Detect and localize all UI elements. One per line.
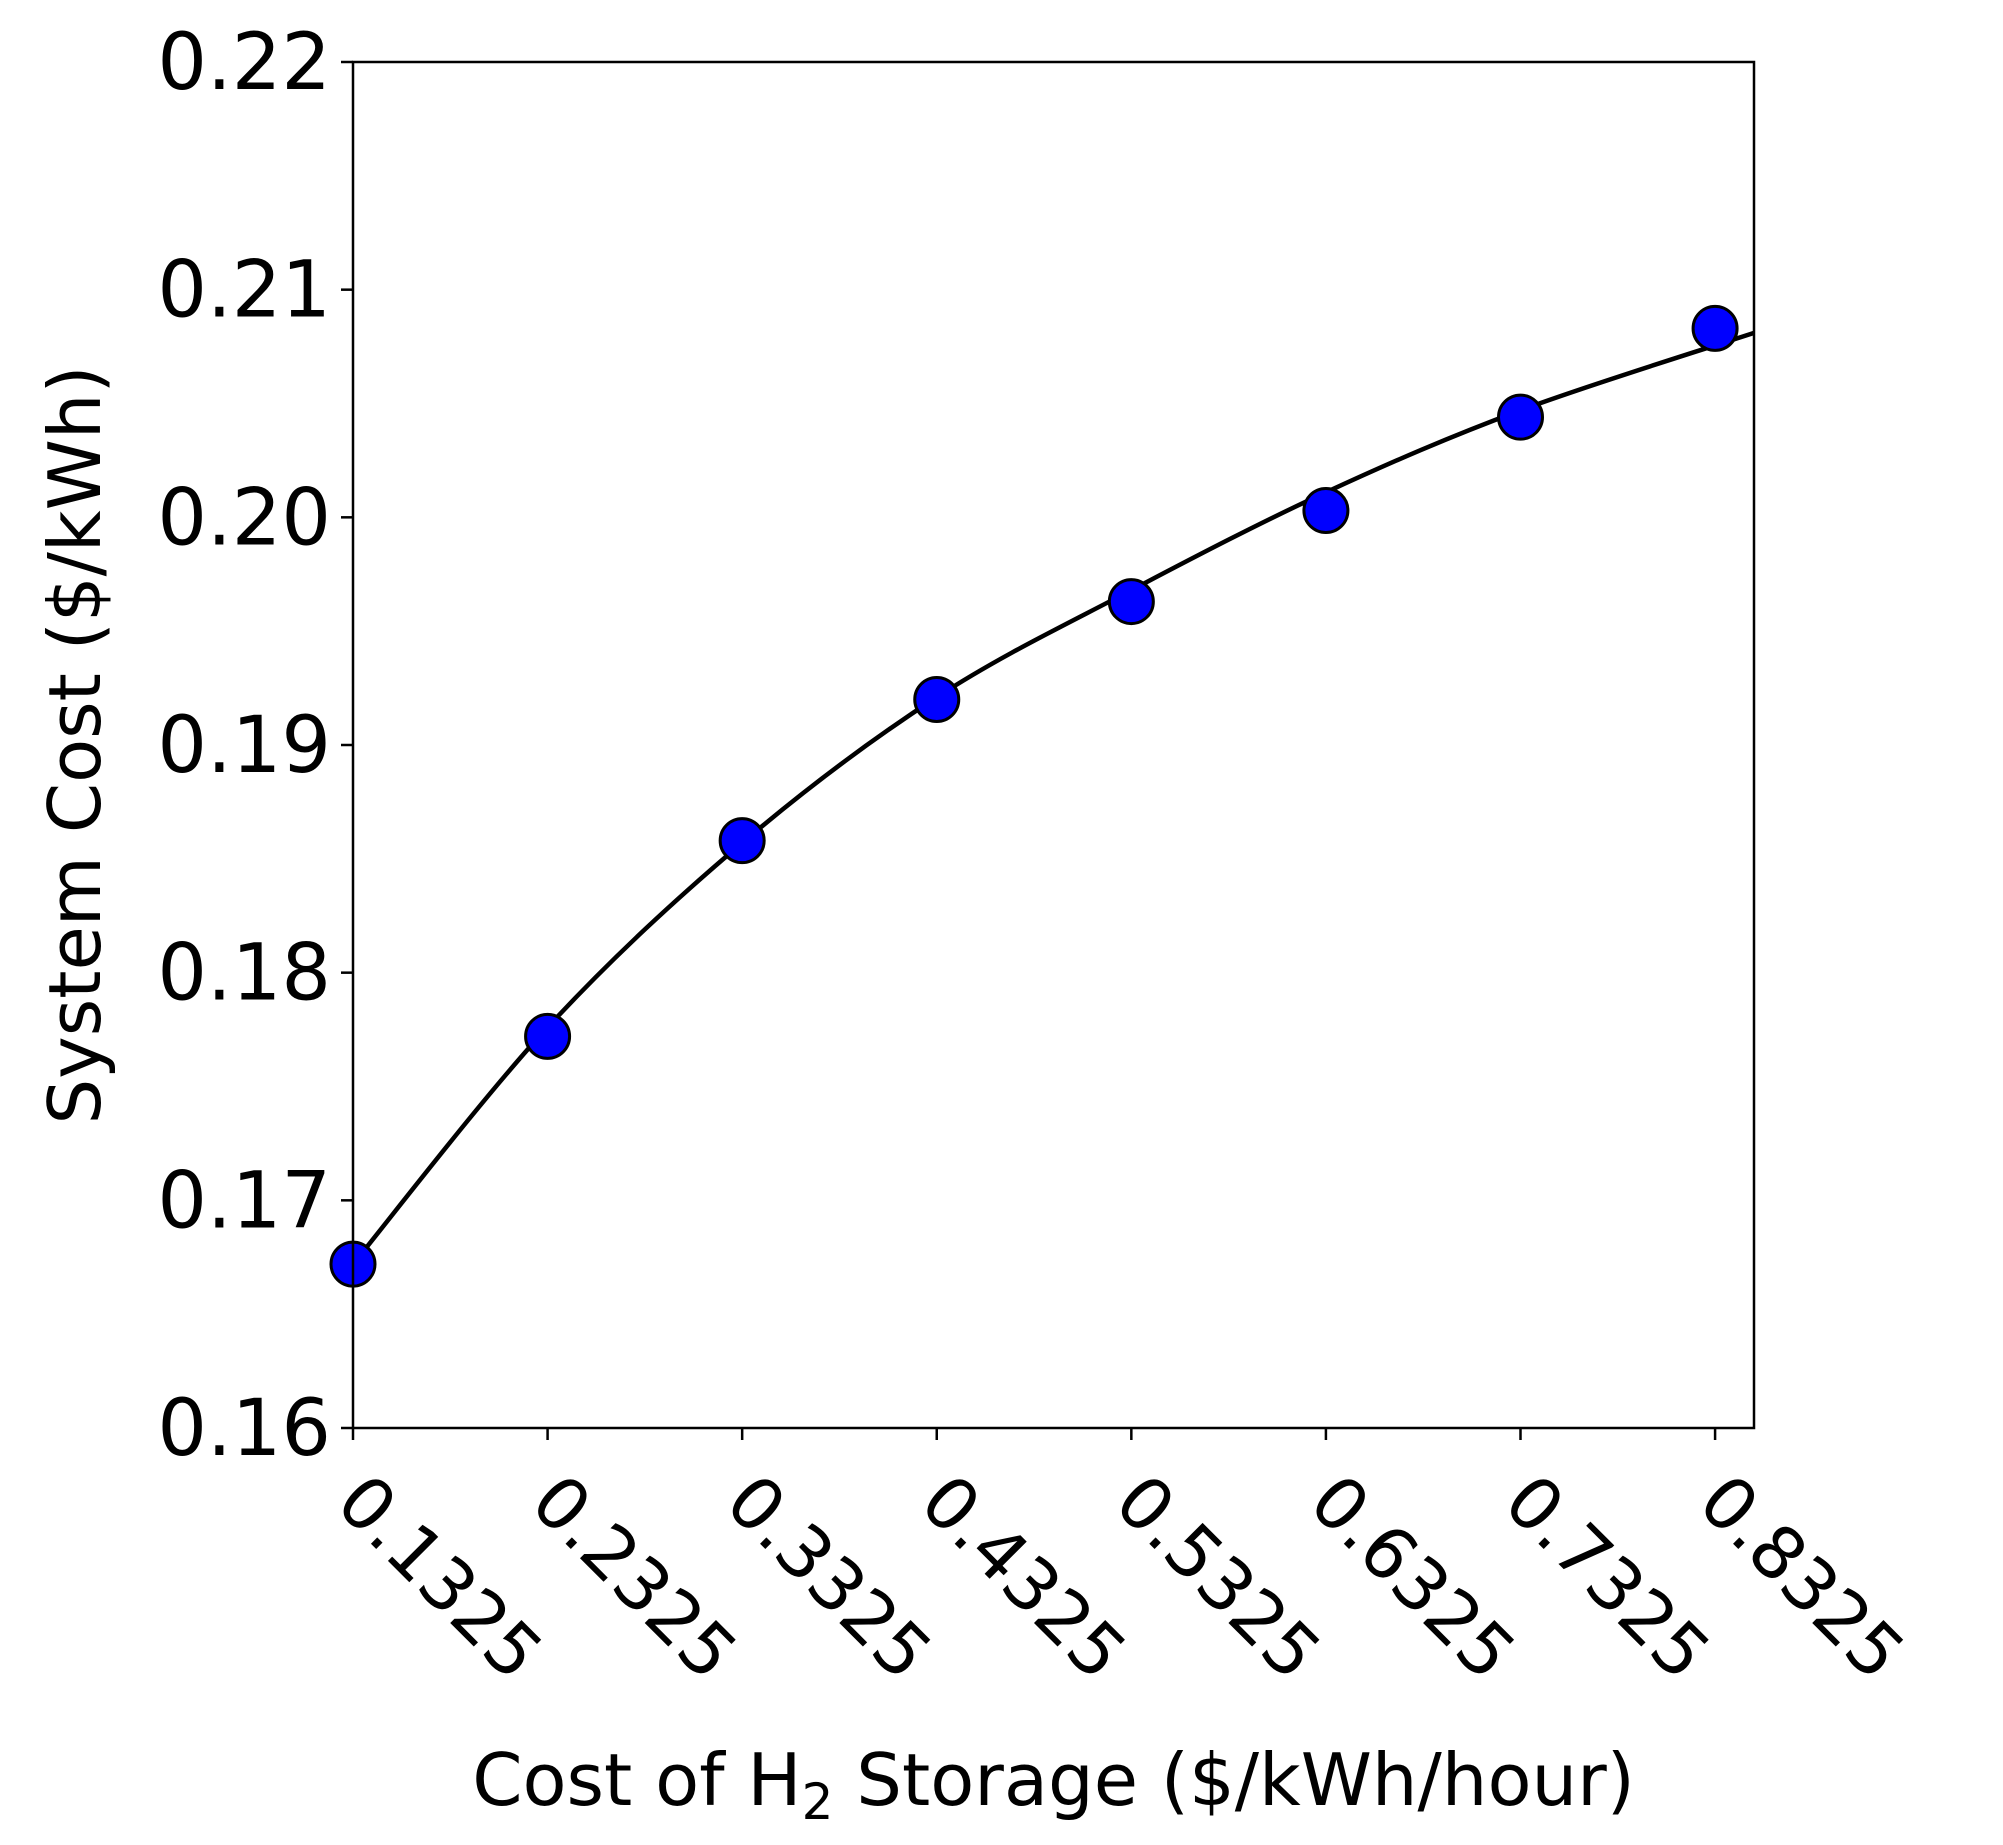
x-axis-label-subscript: 2 bbox=[802, 1773, 834, 1831]
x-axis-ticks: 0.13250.23250.33250.43250.53250.63250.73… bbox=[321, 1428, 1921, 1696]
x-axis-label-prefix: Cost of H bbox=[472, 1738, 801, 1822]
data-point bbox=[1107, 578, 1155, 626]
y-tick-label: 0.19 bbox=[157, 701, 331, 791]
x-tick-label: 0.2325 bbox=[516, 1459, 754, 1697]
x-axis-label: Cost of H2 Storage ($/kWh/hour) bbox=[472, 1738, 1635, 1831]
data-point bbox=[524, 1012, 572, 1060]
y-tick-label: 0.20 bbox=[157, 473, 331, 563]
data-point bbox=[1691, 304, 1739, 352]
y-axis-label: System Cost ($/kWh) bbox=[33, 365, 117, 1124]
data-points bbox=[329, 304, 1739, 1288]
plot-frame bbox=[351, 60, 1756, 1430]
data-point bbox=[1497, 393, 1544, 441]
y-tick-label: 0.21 bbox=[157, 246, 331, 336]
data-point bbox=[1302, 487, 1350, 535]
x-axis-label-suffix: Storage ($/kWh/hour) bbox=[833, 1738, 1634, 1822]
x-tick-label: 0.7325 bbox=[1489, 1459, 1727, 1697]
x-tick-label: 0.4325 bbox=[905, 1459, 1143, 1697]
fit-line bbox=[351, 330, 1755, 1266]
y-tick-label: 0.18 bbox=[157, 929, 331, 1019]
x-tick-label: 0.6325 bbox=[1294, 1459, 1532, 1697]
data-point bbox=[913, 675, 961, 723]
y-tick-label: 0.17 bbox=[157, 1156, 331, 1246]
x-tick-label: 0.1325 bbox=[321, 1459, 559, 1697]
y-axis-ticks: 0.16 0.17 0.18 0.19 0.20 0.21 0.22 bbox=[157, 18, 353, 1474]
x-tick-label: 0.8325 bbox=[1683, 1459, 1921, 1697]
x-tick-label: 0.5325 bbox=[1099, 1459, 1337, 1697]
data-point bbox=[718, 817, 766, 865]
y-tick-label: 0.22 bbox=[157, 18, 331, 108]
x-tick-label: 0.3325 bbox=[710, 1459, 948, 1697]
y-tick-label: 0.16 bbox=[157, 1384, 331, 1474]
